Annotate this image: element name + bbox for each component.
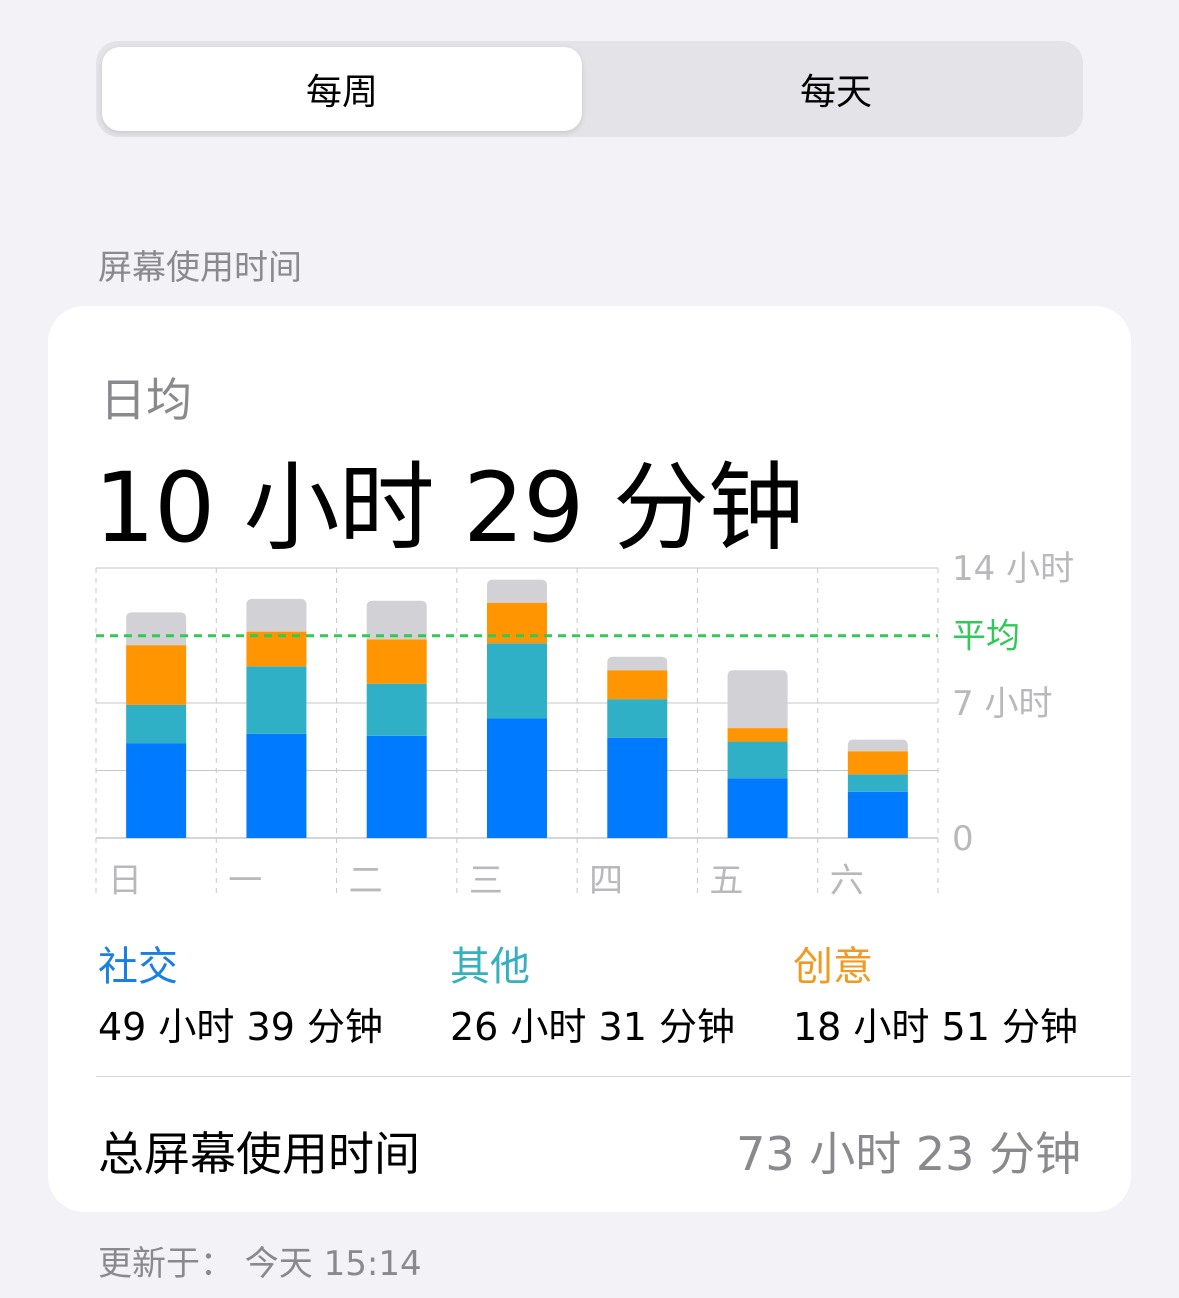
x-tick-label: 二 <box>349 861 383 901</box>
bar-segment <box>727 670 788 729</box>
segment-daily[interactable]: 每天 <box>799 72 872 113</box>
x-tick-label: 四 <box>589 861 623 901</box>
daily-average-value: 10 小时 29 分钟 <box>94 452 804 564</box>
bar-segment <box>126 612 187 646</box>
category-other-label: 其他 <box>450 944 530 990</box>
bar-segment <box>847 774 908 792</box>
total-screen-time-label: 总屏幕使用时间 <box>98 1127 420 1181</box>
bar-segment <box>607 737 668 838</box>
x-tick-label: 三 <box>469 861 503 901</box>
bar-segment <box>126 645 187 705</box>
bar-segment <box>727 728 788 742</box>
bar-segment <box>487 718 547 838</box>
x-tick-label: 五 <box>709 861 743 901</box>
bar-segment <box>727 741 788 779</box>
bar-segment <box>126 704 187 744</box>
total-screen-time-value: 73 小时 23 分钟 <box>736 1127 1081 1181</box>
y-tick-label: 0 <box>952 819 974 859</box>
y-tick-label: 14 小时 <box>952 549 1074 589</box>
daily-average-label: 日均 <box>100 373 192 427</box>
bar-segment <box>487 643 547 719</box>
section-title: 屏幕使用时间 <box>98 248 302 288</box>
average-label: 平均 <box>952 617 1020 657</box>
bar-segment <box>727 778 788 838</box>
updated-timestamp: 更新于： 今天 15:14 <box>98 1244 422 1284</box>
category-social-label: 社交 <box>98 944 178 990</box>
segment-weekly[interactable]: 每周 <box>102 47 582 131</box>
bar-segment <box>847 791 908 838</box>
category-social-time: 49 小时 39 分钟 <box>98 1005 383 1049</box>
bar-segment <box>246 598 307 632</box>
category-creative-time: 18 小时 51 分钟 <box>793 1005 1078 1049</box>
bar-segment <box>246 666 307 734</box>
bar-segment <box>607 656 668 671</box>
bar-segment <box>487 579 547 603</box>
bar-segment <box>847 739 908 752</box>
bar-segment <box>366 683 427 736</box>
bar-segment <box>847 751 908 775</box>
bar-segment <box>366 600 427 640</box>
bar-segment <box>366 735 427 838</box>
bar-segment <box>607 699 668 738</box>
x-tick-label: 日 <box>108 861 142 901</box>
bar-segment <box>366 639 427 684</box>
category-creative-label: 创意 <box>793 944 873 990</box>
screen-time-card[interactable]: 日均 10 小时 29 分钟 日 一 二 三 四 五 六 平均 14 小时 7 小时 0 社交 49… <box>48 306 1131 1212</box>
x-tick-label: 一 <box>228 861 262 901</box>
bar-segment <box>246 631 307 667</box>
x-tick-label: 六 <box>830 861 864 901</box>
y-tick-label: 7 小时 <box>952 684 1052 724</box>
category-other-time: 26 小时 31 分钟 <box>450 1005 735 1049</box>
period-segmented-control: 每周 每天 <box>96 41 1083 137</box>
weekly-usage-chart[interactable]: 日 一 二 三 四 五 六 平均 14 小时 7 小时 0 <box>48 306 1131 926</box>
bar-segment <box>246 733 307 838</box>
bar-segment <box>126 743 187 838</box>
divider <box>96 1076 1131 1077</box>
bar-segment <box>607 670 668 700</box>
